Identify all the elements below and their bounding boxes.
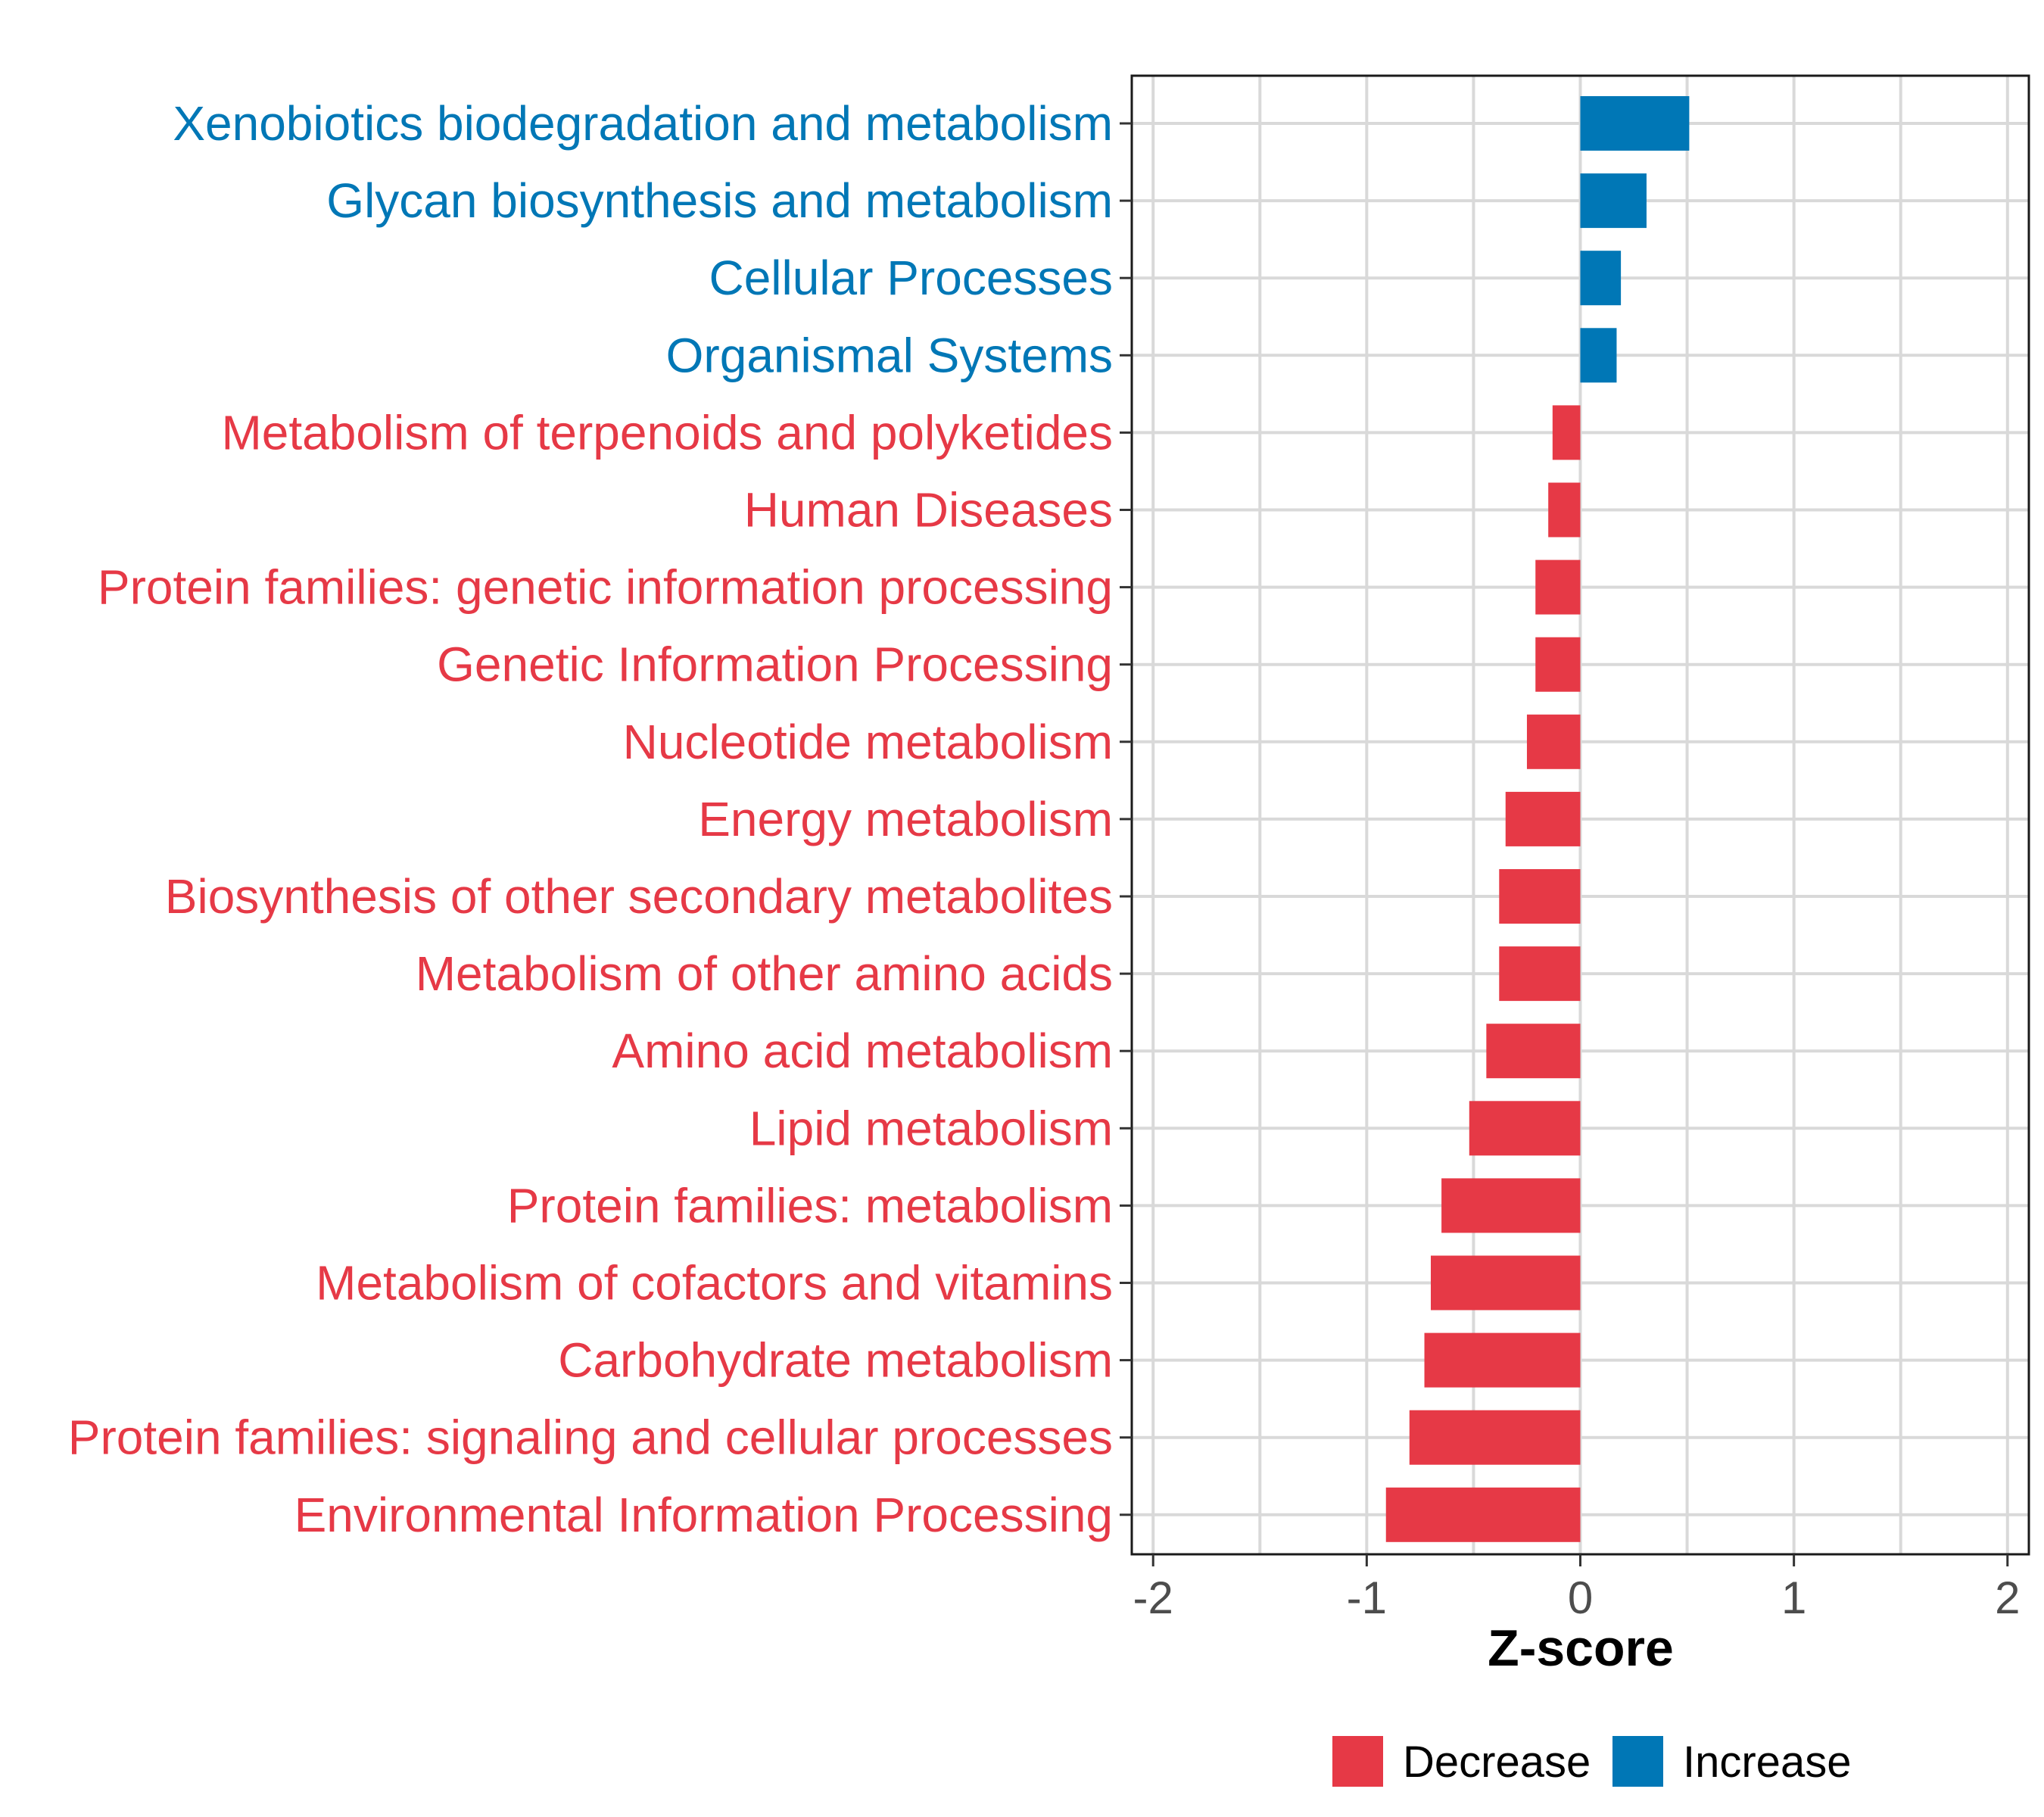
category-label: Amino acid metabolism — [612, 1024, 1113, 1078]
bar — [1409, 1410, 1581, 1465]
bar — [1552, 405, 1581, 460]
category-label: Lipid metabolism — [749, 1101, 1113, 1155]
category-label: Metabolism of other amino acids — [416, 946, 1113, 1001]
bars — [1385, 96, 1690, 1542]
legend-swatch-increase — [1612, 1736, 1663, 1787]
category-label: Genetic Information Processing — [437, 637, 1113, 692]
y-axis-ticks — [1120, 122, 1132, 1516]
bar — [1385, 1487, 1581, 1542]
category-label: Biosynthesis of other secondary metaboli… — [165, 869, 1113, 924]
category-label: Protein families: genetic information pr… — [98, 560, 1113, 615]
legend-label-decrease: Decrease — [1403, 1738, 1591, 1787]
category-label: Metabolism of cofactors and vitamins — [316, 1256, 1113, 1311]
category-label: Protein families: metabolism — [507, 1178, 1113, 1233]
category-label: Human Diseases — [744, 483, 1113, 538]
bar — [1431, 1255, 1581, 1311]
bar — [1580, 251, 1622, 306]
category-label: Protein families: signaling and cellular… — [68, 1410, 1113, 1465]
bar — [1486, 1024, 1581, 1079]
bar — [1499, 946, 1581, 1002]
category-label: Metabolism of terpenoids and polyketides — [221, 405, 1113, 460]
category-label: Glycan biosynthesis and metabolism — [326, 173, 1113, 228]
legend-label-increase: Increase — [1683, 1738, 1851, 1787]
category-labels: Xenobiotics biodegradation and metabolis… — [68, 96, 1113, 1542]
bar — [1441, 1178, 1581, 1233]
x-axis-title: Z-score — [1488, 1619, 1674, 1677]
category-label: Energy metabolism — [698, 792, 1113, 846]
bar — [1505, 791, 1581, 846]
bar — [1535, 559, 1581, 615]
category-label: Organismal Systems — [666, 328, 1113, 382]
category-label: Environmental Information Processing — [294, 1488, 1113, 1542]
bar — [1580, 328, 1617, 383]
bar — [1499, 869, 1581, 924]
bar — [1526, 714, 1581, 769]
bar — [1424, 1332, 1581, 1388]
x-tick-label: 2 — [1995, 1572, 2020, 1623]
bar — [1535, 637, 1581, 692]
legend: Decrease Increase — [1332, 1736, 1851, 1787]
x-axis-ticks: -2 -1 0 1 2 — [1133, 1554, 2020, 1623]
bar — [1548, 482, 1581, 538]
category-label: Cellular Processes — [709, 251, 1113, 305]
x-tick-label: 1 — [1781, 1572, 1806, 1623]
legend-swatch-decrease — [1332, 1736, 1383, 1787]
x-tick-label: -2 — [1133, 1572, 1173, 1623]
bar — [1580, 173, 1647, 229]
category-label: Carbohydrate metabolism — [558, 1333, 1113, 1388]
category-label: Xenobiotics biodegradation and metabolis… — [173, 96, 1113, 151]
x-tick-label: 0 — [1568, 1572, 1593, 1623]
x-tick-label: -1 — [1347, 1572, 1387, 1623]
bar — [1469, 1101, 1581, 1156]
category-label: Nucleotide metabolism — [623, 715, 1113, 769]
bar — [1580, 96, 1690, 151]
